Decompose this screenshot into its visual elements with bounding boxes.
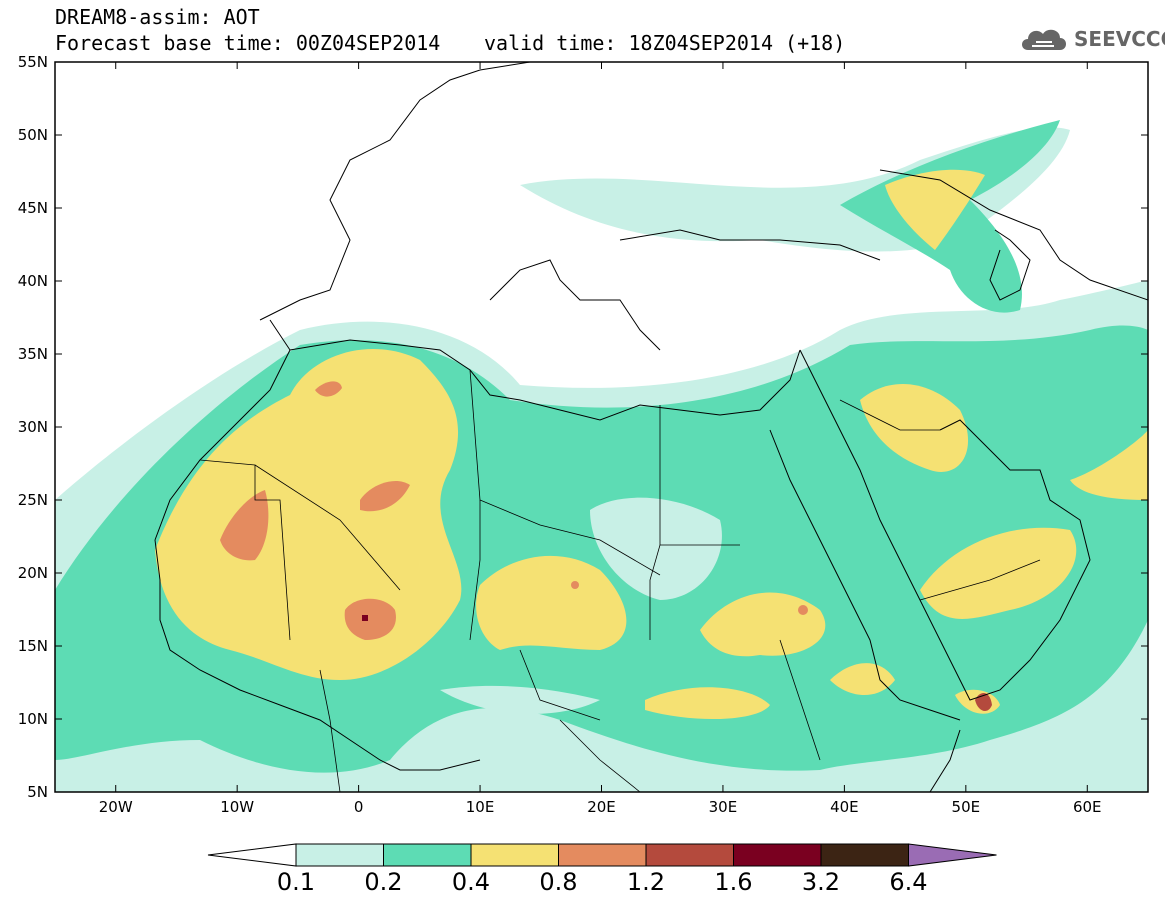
lon-label: 20W xyxy=(98,798,133,816)
lon-label: 40E xyxy=(830,798,859,816)
lat-label: 25N xyxy=(17,491,48,509)
lat-label: 55N xyxy=(17,53,48,71)
colorbar-segment xyxy=(383,843,472,867)
colorbar-segment xyxy=(820,843,909,867)
colorbar-level-label: 1.2 xyxy=(626,868,666,896)
colorbar-min-triangle xyxy=(207,843,297,867)
lat-label: 15N xyxy=(17,637,48,655)
colorbar-level-label: 0.4 xyxy=(451,868,491,896)
lon-label: 10E xyxy=(465,798,495,816)
aot-field xyxy=(55,120,1148,792)
colorbar-level-label: 0.2 xyxy=(364,868,403,896)
lat-label: 40N xyxy=(17,272,48,290)
lon-label: 0 xyxy=(353,798,364,816)
lon-label: 60E xyxy=(1072,798,1102,816)
lon-label: 50E xyxy=(951,798,981,816)
coastlines xyxy=(154,62,1148,792)
colorbar-level-label: 1.6 xyxy=(714,868,753,896)
colorbar-level-label: 0.8 xyxy=(539,868,578,896)
lat-label: 35N xyxy=(17,345,48,363)
logo-text: SEEVCCC xyxy=(1074,27,1165,51)
lon-label: 10W xyxy=(220,798,255,816)
valid-time: valid time: 18Z04SEP2014 (+18) xyxy=(484,31,846,55)
aot-colorbar xyxy=(207,843,997,867)
lat-label: 20N xyxy=(17,564,48,582)
map-title: DREAM8-assim: AOT xyxy=(55,5,260,29)
seevccc-logo: SEEVCCC xyxy=(1018,24,1165,54)
colorbar-level-label: 3.2 xyxy=(801,868,841,896)
colorbar-level-label: 0.1 xyxy=(276,868,316,896)
lon-label: 30E xyxy=(708,798,738,816)
lat-label: 30N xyxy=(17,418,48,436)
lat-label: 50N xyxy=(17,126,48,144)
colorbar-segment xyxy=(558,843,647,867)
forecast-base-time: Forecast base time: 00Z04SEP2014 xyxy=(55,31,441,55)
lat-label: 45N xyxy=(17,199,48,217)
colorbar-segment xyxy=(645,843,734,867)
colorbar-segment xyxy=(733,843,822,867)
colorbar-segment xyxy=(470,843,559,867)
lat-label: 5N xyxy=(27,783,48,801)
borders xyxy=(199,369,1041,792)
colorbar-max-triangle xyxy=(908,843,997,867)
axis-ticks xyxy=(55,61,1148,793)
colorbar-segment xyxy=(295,843,384,867)
lon-label: 20E xyxy=(587,798,616,816)
lat-label: 10N xyxy=(17,710,48,728)
colorbar-level-label: 6.4 xyxy=(889,868,928,896)
cloud-icon xyxy=(1022,29,1066,50)
